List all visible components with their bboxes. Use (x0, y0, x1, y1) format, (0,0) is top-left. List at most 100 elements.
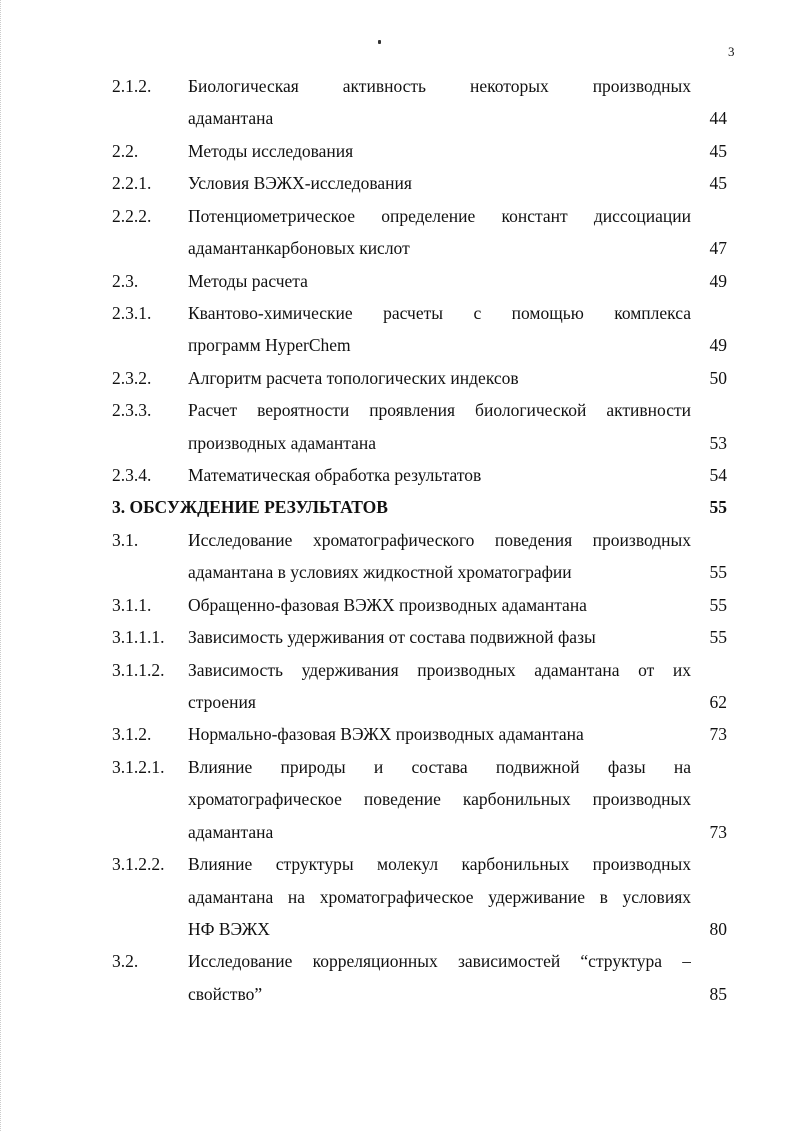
toc-page-number: 73 (709, 724, 728, 745)
toc-title: Потенциометрическое определение констант… (188, 205, 691, 226)
toc-page-number: 47 (709, 238, 728, 259)
toc-chapter-heading: 3. ОБСУЖДЕНИЕ РЕЗУЛЬТАТОВ 55 (112, 491, 727, 523)
toc-page-number: 44 (709, 108, 728, 129)
toc-section-number: 2.2. (112, 140, 139, 161)
toc-line: хроматографическое поведение карбонильны… (112, 783, 727, 815)
toc-title: Методы расчета (188, 270, 308, 291)
toc-line: 3.1.2.1. Влияние природы и состава подвиж… (112, 751, 727, 783)
toc-title: свойство” (188, 983, 263, 1004)
toc-page-number: 45 (709, 140, 728, 161)
toc-line: производных адамантана 53 (112, 427, 727, 459)
toc-title: Зависимость удерживания производных адам… (188, 659, 691, 680)
toc-section-number: 2.2.1. (112, 173, 152, 194)
toc-title: производных адамантана (188, 432, 376, 453)
toc-entry: 2.2. Методы исследования 45 (112, 135, 727, 167)
toc-title: Нормально-фазовая ВЭЖХ производных адама… (188, 724, 584, 745)
toc-title: Зависимость удерживания от состава подви… (188, 627, 596, 648)
toc-line: НФ ВЭЖХ 80 (112, 913, 727, 945)
toc-title: Влияние природы и состава подвижной фазы… (188, 756, 691, 777)
toc-entry: 2.3.2. Алгоритм расчета топологических ин… (112, 362, 727, 394)
toc-line: адамантанкарбоновых кислот 47 (112, 232, 727, 264)
toc-entry: 3.2. Исследование корреляционных зависимо… (112, 945, 727, 1010)
toc-entry: 3.1. Исследование хроматографического пов… (112, 524, 727, 589)
toc-title: Влияние структуры молекул карбонильных п… (188, 854, 691, 875)
toc-title: программ HyperChem (188, 335, 351, 356)
toc-page-number: 55 (709, 562, 728, 583)
toc-page-number: 50 (709, 367, 728, 388)
toc-entry: 3.1.1.1. Зависимость удерживания от соста… (112, 621, 727, 653)
toc-title: Исследование корреляционных зависимостей… (188, 951, 691, 972)
toc-title: адамантана (188, 821, 274, 842)
toc-line: программ HyperChem 49 (112, 329, 727, 361)
toc-line: адамантана в условиях жидкостной хромато… (112, 556, 727, 588)
toc-title: адамантана на хроматографическое удержив… (188, 886, 691, 907)
toc-title: Методы исследования (188, 140, 354, 161)
toc-line: 2.2.2. Потенциометрическое определение ко… (112, 200, 727, 232)
toc-entry: 2.1.2. Биологическая активность некоторых… (112, 70, 727, 135)
toc-entry: 3.1.1. Обращенно-фазовая ВЭЖХ производных… (112, 589, 727, 621)
toc-line: адамантана на хроматографическое удержив… (112, 881, 727, 913)
toc-page-number: 55 (709, 497, 728, 518)
toc-page-number: 55 (709, 594, 728, 615)
toc-section-number: 3.1.1. (112, 594, 152, 615)
toc-line: 2.2. Методы исследования 45 (112, 135, 727, 167)
toc-entry: 3.1.2.2. Влияние структуры молекул карбон… (112, 848, 727, 945)
toc-line: 3.1.1.1. Зависимость удерживания от соста… (112, 621, 727, 653)
toc-line: 2.2.1. Условия ВЭЖХ-исследования 45 (112, 167, 727, 199)
toc-title: 3. ОБСУЖДЕНИЕ РЕЗУЛЬТАТОВ (112, 497, 388, 518)
toc-title: НФ ВЭЖХ (188, 918, 270, 939)
toc-section-number: 2.1.2. (112, 76, 152, 96)
toc-line: 2.1.2. Биологическая активность некоторых… (112, 70, 727, 102)
toc-section-number: 2.3.4. (112, 465, 152, 486)
toc-title: Условия ВЭЖХ-исследования (188, 173, 412, 194)
toc-page-number: 53 (709, 432, 728, 453)
toc-title: Математическая обработка результатов (188, 465, 482, 486)
toc-section-number: 3.1.2.2. (112, 854, 165, 875)
toc-title: Алгоритм расчета топологических индексов (188, 367, 519, 388)
scan-speck (378, 40, 381, 44)
toc-page-number: 49 (709, 335, 728, 356)
toc-line: 3.1. Исследование хроматографического пов… (112, 524, 727, 556)
toc-title: Квантово-химические расчеты с помощью ко… (188, 302, 691, 323)
toc-page-number: 45 (709, 173, 728, 194)
toc-page-number: 55 (709, 627, 728, 648)
toc-line: адамантана 73 (112, 816, 727, 848)
toc-line: 2.3.3. Расчет вероятности проявления биол… (112, 394, 727, 426)
toc-entry: 2.3.4. Математическая обработка результат… (112, 459, 727, 491)
toc-entry: 3.1.2.1. Влияние природы и состава подвиж… (112, 751, 727, 848)
toc-entry: 2.3.1. Квантово-химические расчеты с помо… (112, 297, 727, 362)
toc-section-number: 2.3. (112, 270, 139, 291)
scan-margin-artifacts (0, 0, 21, 1131)
toc-title: Биологическая активность некоторых произ… (188, 76, 691, 96)
toc-line: 2.3.2. Алгоритм расчета топологических ин… (112, 362, 727, 394)
toc-title: адамантанкарбоновых кислот (188, 238, 410, 259)
toc-entry: 2.3. Методы расчета 49 (112, 265, 727, 297)
toc-entry: 3.1.1.2. Зависимость удерживания производ… (112, 654, 727, 719)
toc-page-number: 62 (709, 692, 728, 713)
toc-title: Обращенно-фазовая ВЭЖХ производных адама… (188, 594, 587, 615)
toc-entry: 3.1.2. Нормально-фазовая ВЭЖХ производных… (112, 718, 727, 750)
toc-entry: 2.3.3. Расчет вероятности проявления биол… (112, 394, 727, 459)
toc-section-number: 3.1. (112, 529, 139, 550)
toc-title: Исследование хроматографического поведен… (188, 529, 691, 550)
toc-page-number: 80 (709, 918, 728, 939)
toc-section-number: 3.1.1.2. (112, 659, 165, 680)
toc-entry: 2.2.2. Потенциометрическое определение ко… (112, 200, 727, 265)
toc-title: адамантана в условиях жидкостной хромато… (188, 562, 572, 583)
toc-section-number: 3.1.2.1. (112, 756, 165, 777)
toc-section-number: 2.3.3. (112, 400, 152, 421)
toc-line: 2.3. Методы расчета 49 (112, 265, 727, 297)
toc-line: 3. ОБСУЖДЕНИЕ РЕЗУЛЬТАТОВ 55 (112, 491, 727, 523)
toc-title: строения (188, 692, 256, 713)
toc-title: адамантана (188, 108, 274, 129)
toc-line: 3.1.2. Нормально-фазовая ВЭЖХ производных… (112, 718, 727, 750)
toc-page-number: 54 (709, 465, 728, 486)
toc-page-number: 49 (709, 270, 728, 291)
toc-line: строения 62 (112, 686, 727, 718)
toc-line: адамантана 44 (112, 102, 727, 134)
toc-section-number: 3.2. (112, 951, 139, 972)
toc-line: 2.3.4. Математическая обработка результат… (112, 459, 727, 491)
toc-page-number: 73 (709, 821, 728, 842)
table-of-contents: 2.1.2. Биологическая активность некоторых… (112, 70, 727, 1010)
toc-section-number: 3.1.2. (112, 724, 152, 745)
